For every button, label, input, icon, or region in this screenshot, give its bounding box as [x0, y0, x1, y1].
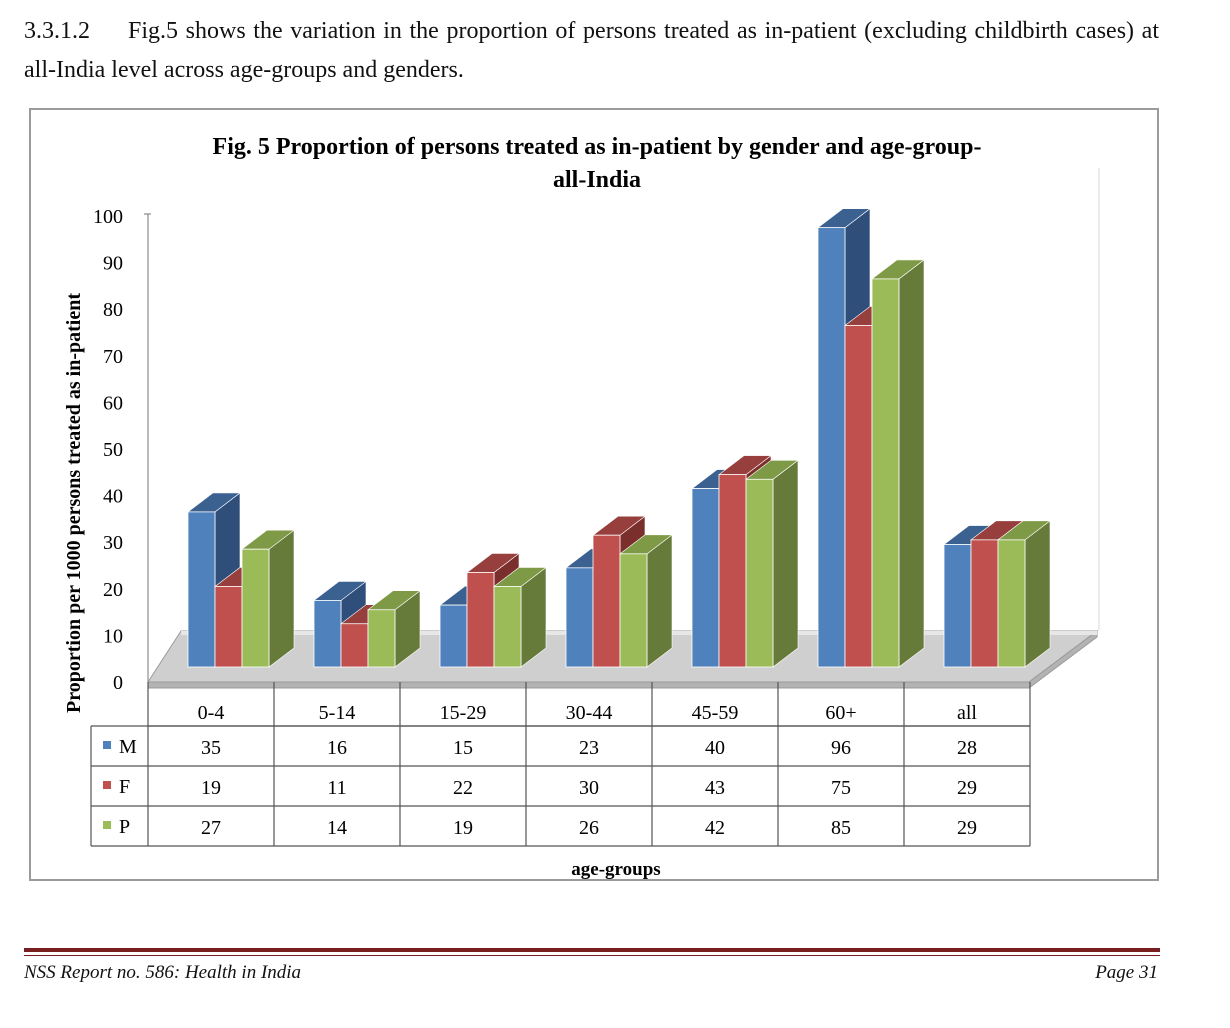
- bar-side: [268, 529, 295, 668]
- bar-M-all[interactable]: [943, 544, 972, 668]
- bar-F-60+[interactable]: [844, 325, 873, 668]
- bar-M-30-44[interactable]: [565, 567, 594, 668]
- footer-report-name: NSS Report no. 586: Health in India: [24, 962, 302, 983]
- intro-paragraph: 3.3.1.2 Fig.5 shows the variation in the …: [24, 12, 1159, 90]
- bar-F-45-59[interactable]: [718, 474, 747, 668]
- bar-side: [898, 259, 925, 668]
- table-value: 29: [957, 777, 977, 799]
- table-category-30-44: 30-44: [566, 702, 613, 724]
- y-tick-label: 10: [103, 625, 123, 647]
- y-tick-label: 70: [103, 346, 123, 368]
- table-category-5-14: 5-14: [319, 702, 356, 724]
- bar-M-60+[interactable]: [817, 227, 846, 668]
- bar-M-15-29[interactable]: [439, 604, 468, 668]
- plot-area: 0 10 20 30 40 50 60 70 80 90 100 0-4 5-14 15-29 30-44 4…: [90, 168, 1100, 847]
- bar-F-all[interactable]: [970, 539, 999, 668]
- y-tick-label: 40: [103, 486, 123, 508]
- table-value: 40: [705, 737, 725, 759]
- table-value: 23: [579, 737, 599, 759]
- table-category-all: all: [957, 702, 977, 724]
- bar-P-45-59[interactable]: [745, 478, 774, 668]
- bar-F-30-44[interactable]: [592, 534, 621, 668]
- table-value: 27: [201, 817, 221, 839]
- table-value: 85: [831, 817, 851, 839]
- bar-side: [772, 459, 799, 668]
- paragraph-number: 3.3.1.2: [24, 18, 90, 44]
- footer-page-number: Page 31: [1095, 962, 1158, 983]
- table-value: 22: [453, 777, 473, 799]
- bar-M-45-59[interactable]: [691, 488, 720, 668]
- table-value: 96: [831, 737, 851, 759]
- y-tick-label: 20: [103, 579, 123, 601]
- bar-P-15-29[interactable]: [493, 586, 522, 668]
- x-axis-label: age-groups: [571, 859, 660, 879]
- table-value: 14: [327, 817, 347, 839]
- table-value: 16: [327, 737, 347, 759]
- table-value: 19: [453, 817, 473, 839]
- table-value: 29: [957, 817, 977, 839]
- bar-side: [1024, 520, 1051, 668]
- table-value: 19: [201, 777, 221, 799]
- y-tick-label: 50: [103, 439, 123, 461]
- legend-swatch-P: [103, 821, 111, 829]
- bar-side: [646, 534, 673, 668]
- footer-rule-thin: [24, 955, 1160, 956]
- bar-F-5-14[interactable]: [340, 623, 369, 668]
- table-value: 42: [705, 817, 725, 839]
- chart-frame: Fig. 5 Proportion of persons treated as …: [29, 108, 1159, 881]
- footer-rule: [24, 948, 1160, 952]
- legend-swatch-M: [103, 741, 111, 749]
- y-axis-label: Proportion per 1000 persons treated as i…: [63, 293, 85, 713]
- legend-label-P: P: [119, 816, 130, 838]
- table-category-45-59: 45-59: [692, 702, 739, 724]
- table-category-0-4: 0-4: [198, 702, 225, 724]
- y-tick-label: 60: [103, 392, 123, 414]
- bar-P-30-44[interactable]: [619, 553, 648, 668]
- table-value: 30: [579, 777, 599, 799]
- legend-swatch-F: [103, 781, 111, 789]
- bar-P-5-14[interactable]: [367, 609, 396, 668]
- legend-label-F: F: [119, 776, 130, 798]
- bar-P-60+[interactable]: [871, 278, 900, 668]
- bar-P-all[interactable]: [997, 539, 1026, 668]
- chart-title-line-1: Fig. 5 Proportion of persons treated as …: [213, 134, 982, 160]
- y-tick-label: 90: [103, 253, 123, 275]
- bar-F-15-29[interactable]: [466, 572, 495, 668]
- y-tick-label: 30: [103, 532, 123, 554]
- bar-F-0-4[interactable]: [214, 586, 243, 668]
- paragraph-text: Fig.5 shows the variation in the proport…: [24, 18, 1159, 83]
- y-tick-label: 80: [103, 299, 123, 321]
- table-value: 15: [453, 737, 473, 759]
- table-value: 26: [579, 817, 599, 839]
- legend-label-M: M: [119, 736, 137, 758]
- table-value: 75: [831, 777, 851, 799]
- bar-P-0-4[interactable]: [241, 548, 270, 668]
- y-tick-label: 0: [113, 672, 123, 694]
- table-value: 43: [705, 777, 725, 799]
- chart-title-line-2: all-India: [553, 167, 641, 193]
- table-value: 11: [327, 777, 346, 799]
- y-tick-label: 100: [93, 206, 123, 228]
- table-value: 28: [957, 737, 977, 759]
- bar-M-5-14[interactable]: [313, 600, 342, 668]
- table-category-60+: 60+: [825, 702, 856, 724]
- chart-svg: Fig. 5 Proportion of persons treated as …: [63, 134, 1100, 879]
- table-category-15-29: 15-29: [440, 702, 487, 724]
- table-value: 35: [201, 737, 221, 759]
- bar-M-0-4[interactable]: [187, 511, 216, 668]
